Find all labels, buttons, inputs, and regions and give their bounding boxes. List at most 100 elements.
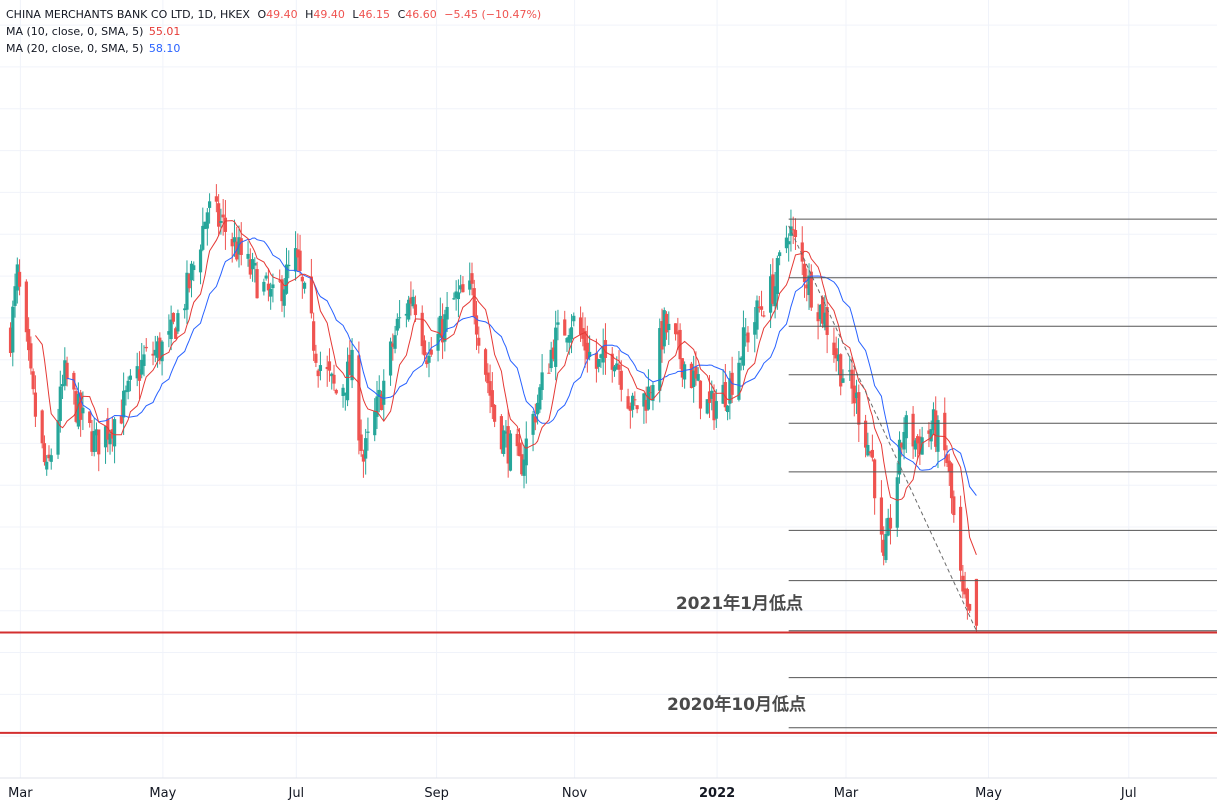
candle-body — [332, 374, 336, 384]
candle-body — [348, 354, 352, 376]
candle-body — [223, 217, 228, 232]
candle-body — [863, 420, 868, 448]
ma10-label: MA (10, close, 0, SMA, 5) — [6, 25, 144, 38]
candle-body — [8, 327, 13, 354]
candle-body — [420, 312, 424, 347]
candle-body — [904, 415, 908, 439]
ma10-line — [35, 220, 977, 555]
candle-body — [868, 451, 872, 454]
candle-body — [293, 248, 298, 272]
candle-body — [140, 359, 144, 375]
candle-body — [947, 460, 951, 472]
candle-body — [585, 342, 589, 360]
ma20-row[interactable]: MA (20, close, 0, SMA, 5) 58.10 — [6, 40, 541, 57]
candle-body — [504, 431, 508, 434]
x-tick-label: Jul — [1120, 786, 1137, 801]
candle-body — [517, 442, 522, 457]
candle-body — [746, 332, 750, 343]
candle-body — [404, 313, 408, 316]
candle-body — [214, 196, 218, 202]
candle-body — [882, 539, 886, 556]
candle-body — [454, 291, 458, 298]
candle-body — [958, 506, 963, 571]
candle-body — [818, 304, 822, 320]
candle-body — [142, 354, 146, 366]
candle-body — [411, 296, 415, 307]
candle-body — [361, 454, 366, 462]
candle-body — [29, 343, 33, 369]
chart-legend: CHINA MERCHANTS BANK CO LTD, 1D, HKEX O4… — [6, 6, 541, 57]
candle-body — [931, 409, 936, 431]
candle-body — [916, 436, 920, 444]
candle-body — [81, 407, 85, 414]
candle-body — [802, 263, 807, 283]
candle-body — [934, 410, 938, 447]
candle-body — [667, 323, 671, 331]
trend-line[interactable] — [788, 225, 977, 631]
candle-body — [456, 292, 461, 300]
ma10-row[interactable]: MA (10, close, 0, SMA, 5) 55.01 — [6, 23, 541, 40]
candle-body — [816, 312, 820, 322]
candle-body — [707, 391, 712, 403]
candle-body — [287, 264, 291, 267]
candle-body — [515, 433, 519, 447]
candle-body — [773, 286, 777, 307]
candle-body — [266, 283, 271, 291]
candle-body — [124, 390, 128, 393]
candle-body — [174, 328, 178, 339]
candle-body — [205, 212, 209, 229]
candle-body — [379, 394, 384, 411]
candle-body — [232, 237, 237, 243]
candle-body — [488, 381, 492, 396]
candle-body — [662, 310, 666, 347]
candle-body — [278, 280, 282, 282]
candle-body — [823, 312, 827, 328]
candle-body — [879, 497, 884, 535]
candle-body — [692, 370, 696, 387]
candle-body — [762, 315, 766, 317]
candle-body — [841, 378, 845, 383]
candle-body — [628, 405, 632, 411]
candle-body — [974, 578, 979, 626]
candle-body — [508, 433, 513, 471]
low-value: 46.15 — [358, 8, 391, 21]
candle-body — [79, 392, 83, 420]
candle-body — [649, 392, 653, 394]
candle-body — [296, 249, 300, 258]
candle-body — [490, 390, 494, 408]
candle-body — [341, 387, 345, 396]
candle-body — [425, 360, 429, 365]
candle-body — [486, 372, 490, 384]
candle-body — [388, 341, 393, 376]
candle-body — [452, 298, 456, 300]
candle-body — [151, 353, 155, 356]
candle-body — [603, 340, 608, 358]
low-label: L — [352, 8, 359, 21]
candle-body — [15, 264, 19, 291]
x-tick-label: Mar — [833, 786, 859, 801]
ma20-line — [66, 237, 977, 496]
open-label: O — [257, 8, 267, 21]
candle-body — [588, 351, 592, 357]
candle-body — [968, 604, 972, 611]
candle-body — [97, 429, 101, 455]
symbol-ohlc-row: CHINA MERCHANTS BANK CO LTD, 1D, HKEX O4… — [6, 6, 541, 23]
candle-body — [461, 284, 465, 293]
candle-body — [805, 284, 809, 289]
candle-body — [176, 313, 180, 332]
x-tick-label: Sep — [424, 786, 449, 801]
candle-body — [651, 385, 655, 401]
candle-body — [468, 280, 472, 290]
candle-body — [857, 392, 861, 425]
candle-body — [832, 342, 836, 356]
candle-body — [312, 321, 316, 351]
candle-body — [886, 517, 890, 536]
candle-body — [375, 396, 379, 417]
candle-body — [619, 370, 623, 390]
candle-body — [723, 382, 727, 408]
x-tick-label: May — [975, 786, 1002, 801]
candle-body — [474, 315, 479, 335]
candle-body — [696, 374, 700, 381]
jan-2021-low-annotation: 2021年1月低点 — [675, 594, 803, 614]
